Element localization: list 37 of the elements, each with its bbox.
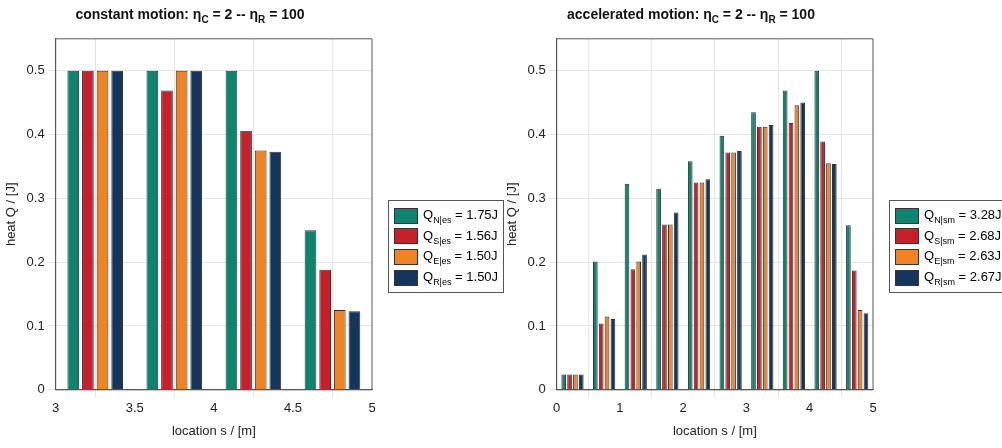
legend-label: Q$_{R|sm}$ = 2.67J [924,268,1002,287]
legend-label: Q$_{R|es}$ = 1.50J [423,268,499,287]
y-tick-label: 0.1 [26,317,45,333]
x-tick-label: 3 [742,400,751,416]
x-tick-label: 3.5 [125,400,144,416]
legend-label: Q$_{N|sm}$ = 3.28J [924,207,1002,225]
chart-title: constant motion: η$_{C}$ = 2 -- η$_{R}$ = 100 [74,6,306,25]
y-tick-label: 0 [37,381,45,397]
x-tick-label: 4 [210,400,218,416]
chart-title: accelerated motion: η$_{C}$ = 2 -- η$_{R}$ = 100 [566,6,816,25]
legend-label: Q$_{S|es}$ = 1.56J [423,227,498,246]
y-tick-label: 0.2 [26,253,45,269]
y-axis-title: heat Q / [J] [3,182,19,247]
x-axis-title: location s / [m] [672,422,757,438]
x-tick-label: 0 [553,400,561,416]
y-axis-title: heat Q / [J] [504,182,520,247]
x-tick-label: 1 [616,400,624,416]
y-tick-label: 0.4 [26,126,45,142]
x-tick-label: 4.5 [283,400,302,416]
legend-label: Q$_{S|sm}$ = 2.68J [924,227,1002,246]
legend-label: Q$_{E|sm}$ = 2.63J [924,248,1002,266]
y-tick-label: 0 [538,381,546,397]
x-tick-label: 2 [679,400,687,416]
y-tick-label: 0.3 [527,189,546,205]
y-tick-label: 0.3 [26,189,45,205]
x-tick-label: 3 [52,400,60,416]
y-tick-label: 0.5 [26,62,45,78]
x-tick-label: 5 [869,400,877,416]
x-tick-label: 5 [368,400,376,416]
y-tick-label: 0.2 [527,253,546,269]
legend-label: Q$_{N|es}$ = 1.75J [423,207,499,225]
legend-label: Q$_{E|es}$ = 1.50J [423,248,498,266]
y-tick-label: 0.5 [527,62,546,78]
y-tick-label: 0.4 [527,126,546,142]
x-tick-label: 4 [806,400,814,416]
y-tick-label: 0.1 [527,317,546,333]
x-axis-title: location s / [m] [171,422,256,438]
